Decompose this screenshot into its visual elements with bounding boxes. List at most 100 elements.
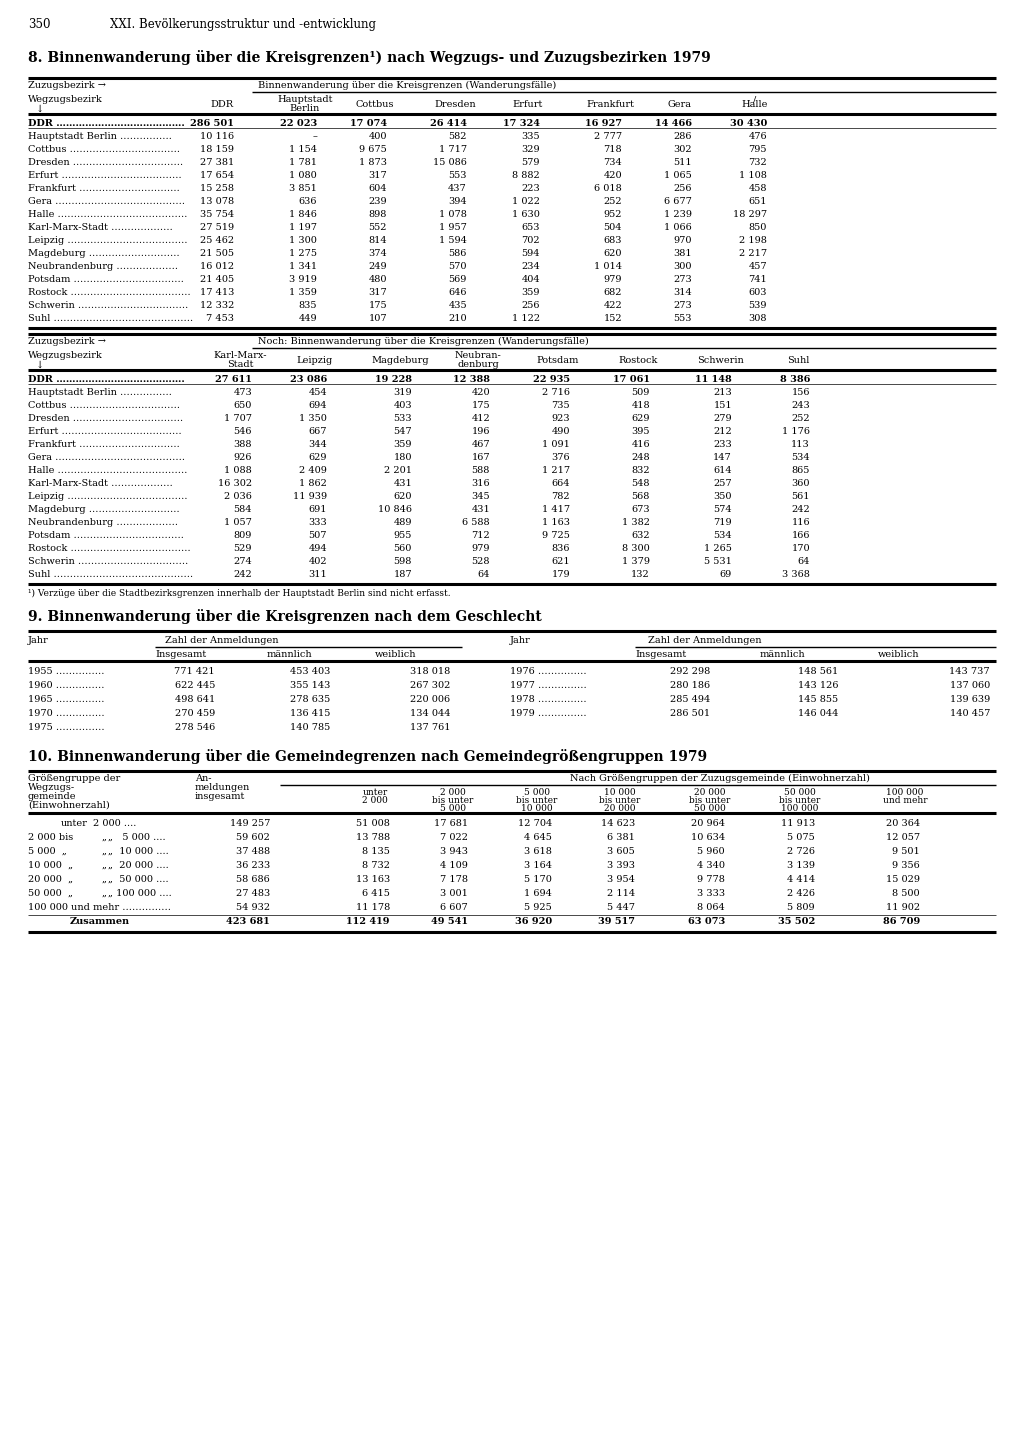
Text: 3 001: 3 001 [440, 889, 468, 898]
Text: 22 023: 22 023 [280, 119, 317, 128]
Text: 7 453: 7 453 [206, 315, 234, 323]
Text: 651: 651 [749, 197, 767, 206]
Text: 423 681: 423 681 [226, 916, 270, 927]
Text: 11 148: 11 148 [695, 376, 732, 384]
Text: 63 073: 63 073 [688, 916, 725, 927]
Text: 835: 835 [299, 302, 317, 310]
Text: 9 725: 9 725 [542, 531, 570, 539]
Text: 2 716: 2 716 [542, 389, 570, 397]
Text: insgesamt: insgesamt [195, 792, 246, 800]
Text: 732: 732 [749, 158, 767, 167]
Text: 359: 359 [393, 439, 412, 450]
Text: 147: 147 [714, 452, 732, 463]
Text: 1 022: 1 022 [512, 197, 540, 206]
Text: „: „ [102, 874, 106, 884]
Text: 489: 489 [393, 518, 412, 526]
Text: 1 057: 1 057 [224, 518, 252, 526]
Text: 453 403: 453 403 [290, 667, 330, 676]
Text: 112 419: 112 419 [346, 916, 390, 927]
Text: 473: 473 [233, 389, 252, 397]
Text: 636: 636 [299, 197, 317, 206]
Text: 979: 979 [471, 544, 490, 552]
Text: 3 333: 3 333 [697, 889, 725, 898]
Text: 20 000: 20 000 [694, 787, 726, 798]
Text: 51 008: 51 008 [356, 819, 390, 828]
Text: Wegzugsbezirk: Wegzugsbezirk [28, 351, 102, 360]
Text: 923: 923 [551, 415, 570, 423]
Text: 598: 598 [393, 557, 412, 566]
Text: 6 588: 6 588 [463, 518, 490, 526]
Text: 1977 ……………: 1977 …………… [510, 682, 587, 690]
Text: 17 061: 17 061 [613, 376, 650, 384]
Text: 5 170: 5 170 [524, 874, 552, 884]
Text: 2 000: 2 000 [362, 796, 388, 805]
Text: Potsdam: Potsdam [537, 357, 580, 365]
Text: 7 022: 7 022 [440, 832, 468, 842]
Text: Potsdam …………………………….: Potsdam ……………………………. [28, 276, 184, 284]
Text: 404: 404 [521, 276, 540, 284]
Text: 10 000  „: 10 000 „ [28, 861, 73, 870]
Text: Cottbus: Cottbus [355, 100, 394, 109]
Text: 1 176: 1 176 [782, 426, 810, 436]
Text: 50 000  „: 50 000 „ [28, 889, 73, 898]
Text: 620: 620 [603, 249, 622, 258]
Text: 69: 69 [720, 570, 732, 579]
Text: 26 414: 26 414 [430, 119, 467, 128]
Text: 113: 113 [792, 439, 810, 450]
Text: 15 029: 15 029 [886, 874, 920, 884]
Text: 344: 344 [308, 439, 327, 450]
Text: 242: 242 [792, 505, 810, 513]
Text: 6 607: 6 607 [440, 903, 468, 912]
Text: 17 413: 17 413 [200, 289, 234, 297]
Text: 49 541: 49 541 [431, 916, 468, 927]
Text: 2 409: 2 409 [299, 465, 327, 476]
Text: 1975 ……………: 1975 …………… [28, 724, 104, 732]
Text: 27 483: 27 483 [236, 889, 270, 898]
Text: 374: 374 [369, 249, 387, 258]
Text: 314: 314 [673, 289, 692, 297]
Text: 809: 809 [233, 531, 252, 539]
Text: 569: 569 [449, 276, 467, 284]
Text: meldungen: meldungen [195, 783, 250, 792]
Text: 394: 394 [449, 197, 467, 206]
Text: 17 681: 17 681 [434, 819, 468, 828]
Text: 180: 180 [393, 452, 412, 463]
Text: 664: 664 [552, 478, 570, 489]
Text: 560: 560 [393, 544, 412, 552]
Text: 19 228: 19 228 [375, 376, 412, 384]
Text: Jahr: Jahr [28, 637, 49, 645]
Text: Erfurt ……………………………….: Erfurt ………………………………. [28, 171, 181, 180]
Text: 8 064: 8 064 [697, 903, 725, 912]
Text: 151: 151 [714, 402, 732, 410]
Text: 20 964: 20 964 [691, 819, 725, 828]
Text: 39 517: 39 517 [598, 916, 635, 927]
Text: 278 635: 278 635 [290, 695, 330, 705]
Text: 1 594: 1 594 [439, 236, 467, 245]
Text: 8 135: 8 135 [362, 847, 390, 856]
Text: 1 630: 1 630 [512, 210, 540, 219]
Text: 136 415: 136 415 [290, 709, 330, 718]
Text: Neubrandenburg ……………….: Neubrandenburg ………………. [28, 262, 178, 271]
Text: 1 078: 1 078 [439, 210, 467, 219]
Text: 10. Binnenwanderung über die Gemeindegrenzen nach Gemeindegrößengruppen 1979: 10. Binnenwanderung über die Gemeindegre… [28, 750, 708, 764]
Text: 13 788: 13 788 [356, 832, 390, 842]
Text: 27 611: 27 611 [215, 376, 252, 384]
Text: Magdeburg ……………………….: Magdeburg ………………………. [28, 505, 179, 513]
Text: 2 000: 2 000 [440, 787, 466, 798]
Text: 431: 431 [471, 505, 490, 513]
Text: 416: 416 [632, 439, 650, 450]
Text: 1960 ……………: 1960 …………… [28, 682, 104, 690]
Text: 316: 316 [471, 478, 490, 489]
Text: 9. Binnenwanderung über die Kreisgrenzen nach dem Geschlecht: 9. Binnenwanderung über die Kreisgrenzen… [28, 609, 542, 624]
Text: Erfurt ……………………………….: Erfurt ………………………………. [28, 426, 181, 436]
Text: 25 462: 25 462 [200, 236, 234, 245]
Text: 239: 239 [369, 197, 387, 206]
Text: 16 302: 16 302 [218, 478, 252, 489]
Text: DDR ………………………………….: DDR …………………………………. [28, 119, 184, 128]
Text: 832: 832 [632, 465, 650, 476]
Text: 621: 621 [551, 557, 570, 566]
Text: 100 000: 100 000 [781, 803, 818, 813]
Text: Hauptstadt Berlin …………….: Hauptstadt Berlin ……………. [28, 389, 172, 397]
Text: 132: 132 [631, 570, 650, 579]
Text: 302: 302 [674, 145, 692, 154]
